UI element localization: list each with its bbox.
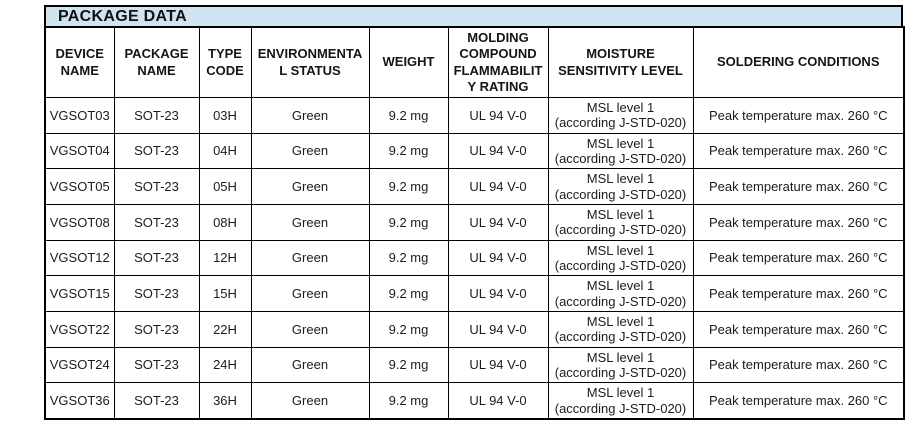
cell-moisture-sensitivity-level: MSL level 1 (according J-STD-020) xyxy=(547,168,694,205)
cell-molding-flammability-rating: UL 94 V-0 xyxy=(447,132,549,170)
cell-soldering-conditions: Peak temperature max. 260 °C xyxy=(692,275,905,312)
cell-moisture-sensitivity-level: MSL level 1 (according J-STD-020) xyxy=(547,132,694,170)
table-row: VGSOT15 SOT-23 15H Green 9.2 mg UL 94 V-0 MSL … xyxy=(44,275,905,312)
cell-weight: 9.2 mg xyxy=(368,132,449,170)
cell-type-code: 22H xyxy=(198,310,252,348)
cell-package-name: SOT-23 xyxy=(113,346,200,384)
cell-moisture-sensitivity-level: MSL level 1 (according J-STD-020) xyxy=(547,203,694,241)
table-row: VGSOT05 SOT-23 05H Green 9.2 mg UL 94 V-0 MSL … xyxy=(44,168,905,205)
package-data-section: PACKAGE DATA DEVICE NAME PACKAGE NAME TY… xyxy=(44,5,905,420)
header-row: DEVICE NAME PACKAGE NAME TYPE CODE ENVIR… xyxy=(44,26,905,98)
cell-package-name: SOT-23 xyxy=(113,203,200,241)
cell-type-code: 03H xyxy=(198,97,252,134)
cell-environmental-status: Green xyxy=(250,97,370,134)
section-title-band: PACKAGE DATA xyxy=(44,5,903,28)
col-header-type-code: TYPE CODE xyxy=(198,26,252,98)
cell-weight: 9.2 mg xyxy=(368,168,449,205)
cell-weight: 9.2 mg xyxy=(368,310,449,348)
col-header-moisture-sensitivity-level: MOISTURE SENSITIVITY LEVEL xyxy=(547,26,694,98)
cell-soldering-conditions: Peak temperature max. 260 °C xyxy=(692,168,905,205)
cell-environmental-status: Green xyxy=(250,310,370,348)
cell-weight: 9.2 mg xyxy=(368,239,449,277)
cell-type-code: 04H xyxy=(198,132,252,170)
cell-moisture-sensitivity-level: MSL level 1 (according J-STD-020) xyxy=(547,382,694,420)
table-row: VGSOT24 SOT-23 24H Green 9.2 mg UL 94 V-0 MSL … xyxy=(44,346,905,384)
cell-moisture-sensitivity-level: MSL level 1 (according J-STD-020) xyxy=(547,310,694,348)
cell-device-name: VGSOT04 xyxy=(44,132,115,170)
cell-device-name: VGSOT08 xyxy=(44,203,115,241)
cell-package-name: SOT-23 xyxy=(113,275,200,312)
cell-package-name: SOT-23 xyxy=(113,132,200,170)
section-title: PACKAGE DATA xyxy=(58,7,187,25)
cell-soldering-conditions: Peak temperature max. 260 °C xyxy=(692,203,905,241)
cell-environmental-status: Green xyxy=(250,132,370,170)
table-row: VGSOT12 SOT-23 12H Green 9.2 mg UL 94 V-0 MSL … xyxy=(44,239,905,277)
table-row: VGSOT22 SOT-23 22H Green 9.2 mg UL 94 V-0 MSL … xyxy=(44,310,905,348)
cell-moisture-sensitivity-level: MSL level 1 (according J-STD-020) xyxy=(547,239,694,277)
cell-weight: 9.2 mg xyxy=(368,382,449,420)
cell-package-name: SOT-23 xyxy=(113,168,200,205)
cell-type-code: 15H xyxy=(198,275,252,312)
cell-weight: 9.2 mg xyxy=(368,346,449,384)
cell-moisture-sensitivity-level: MSL level 1 (according J-STD-020) xyxy=(547,346,694,384)
cell-package-name: SOT-23 xyxy=(113,239,200,277)
cell-molding-flammability-rating: UL 94 V-0 xyxy=(447,168,549,205)
col-header-package-name: PACKAGE NAME xyxy=(113,26,200,98)
cell-device-name: VGSOT15 xyxy=(44,275,115,312)
cell-package-name: SOT-23 xyxy=(113,310,200,348)
col-header-device-name: DEVICE NAME xyxy=(44,26,115,98)
col-header-environmental-status: ENVIRONMENTA L STATUS xyxy=(250,26,370,98)
cell-weight: 9.2 mg xyxy=(368,275,449,312)
table-body: VGSOT03 SOT-23 03H Green 9.2 mg UL 94 V-0 MSL … xyxy=(44,97,905,420)
cell-molding-flammability-rating: UL 94 V-0 xyxy=(447,97,549,134)
cell-type-code: 05H xyxy=(198,168,252,205)
cell-molding-flammability-rating: UL 94 V-0 xyxy=(447,239,549,277)
cell-device-name: VGSOT03 xyxy=(44,97,115,134)
cell-device-name: VGSOT24 xyxy=(44,346,115,384)
cell-soldering-conditions: Peak temperature max. 260 °C xyxy=(692,97,905,134)
cell-environmental-status: Green xyxy=(250,382,370,420)
cell-device-name: VGSOT22 xyxy=(44,310,115,348)
cell-environmental-status: Green xyxy=(250,239,370,277)
cell-type-code: 36H xyxy=(198,382,252,420)
col-header-soldering-conditions: SOLDERING CONDITIONS xyxy=(692,26,905,98)
cell-device-name: VGSOT36 xyxy=(44,382,115,420)
cell-type-code: 24H xyxy=(198,346,252,384)
cell-type-code: 12H xyxy=(198,239,252,277)
cell-soldering-conditions: Peak temperature max. 260 °C xyxy=(692,310,905,348)
col-header-weight: WEIGHT xyxy=(368,26,449,98)
cell-weight: 9.2 mg xyxy=(368,97,449,134)
cell-molding-flammability-rating: UL 94 V-0 xyxy=(447,310,549,348)
cell-molding-flammability-rating: UL 94 V-0 xyxy=(447,382,549,420)
cell-environmental-status: Green xyxy=(250,346,370,384)
cell-type-code: 08H xyxy=(198,203,252,241)
cell-molding-flammability-rating: UL 94 V-0 xyxy=(447,203,549,241)
cell-moisture-sensitivity-level: MSL level 1 (according J-STD-020) xyxy=(547,275,694,312)
cell-soldering-conditions: Peak temperature max. 260 °C xyxy=(692,239,905,277)
cell-device-name: VGSOT12 xyxy=(44,239,115,277)
table-row: VGSOT04 SOT-23 04H Green 9.2 mg UL 94 V-0 MSL … xyxy=(44,132,905,170)
cell-soldering-conditions: Peak temperature max. 260 °C xyxy=(692,382,905,420)
cell-molding-flammability-rating: UL 94 V-0 xyxy=(447,346,549,384)
package-data-table: DEVICE NAME PACKAGE NAME TYPE CODE ENVIR… xyxy=(44,26,905,420)
col-header-molding-flammability-rating: MOLDING COMPOUND FLAMMABILIT Y RATING xyxy=(447,26,549,98)
table-row: VGSOT36 SOT-23 36H Green 9.2 mg UL 94 V-0 MSL … xyxy=(44,382,905,420)
cell-environmental-status: Green xyxy=(250,168,370,205)
cell-moisture-sensitivity-level: MSL level 1 (according J-STD-020) xyxy=(547,97,694,134)
table-row: VGSOT08 SOT-23 08H Green 9.2 mg UL 94 V-0 MSL … xyxy=(44,203,905,241)
table-row: VGSOT03 SOT-23 03H Green 9.2 mg UL 94 V-0 MSL … xyxy=(44,97,905,134)
cell-device-name: VGSOT05 xyxy=(44,168,115,205)
cell-molding-flammability-rating: UL 94 V-0 xyxy=(447,275,549,312)
cell-package-name: SOT-23 xyxy=(113,382,200,420)
table-header: DEVICE NAME PACKAGE NAME TYPE CODE ENVIR… xyxy=(44,26,905,98)
cell-environmental-status: Green xyxy=(250,203,370,241)
cell-package-name: SOT-23 xyxy=(113,97,200,134)
cell-soldering-conditions: Peak temperature max. 260 °C xyxy=(692,132,905,170)
cell-weight: 9.2 mg xyxy=(368,203,449,241)
cell-environmental-status: Green xyxy=(250,275,370,312)
cell-soldering-conditions: Peak temperature max. 260 °C xyxy=(692,346,905,384)
